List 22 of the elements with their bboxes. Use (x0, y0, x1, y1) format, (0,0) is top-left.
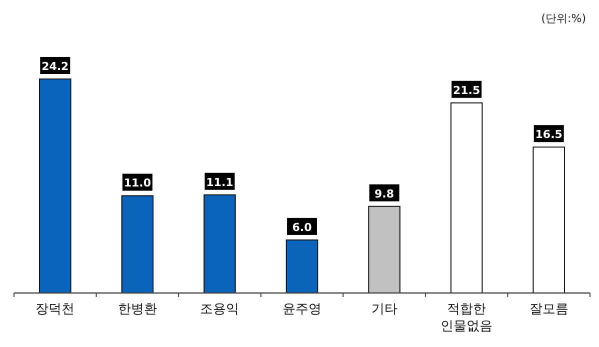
x-tick-label: 윤주영 (282, 302, 322, 317)
bar (450, 102, 483, 294)
x-tick-label: 장덕천 (36, 302, 75, 317)
data-label: 6.0 (292, 220, 312, 234)
data-label: 9.8 (374, 187, 394, 200)
bar (368, 206, 400, 294)
x-tick-label: 기타 (371, 302, 398, 317)
bar (204, 194, 236, 294)
bar (532, 146, 565, 294)
bar (39, 78, 72, 294)
x-tick-label: 조용익 (200, 302, 240, 317)
data-label: 11.1 (206, 176, 234, 189)
x-tick-label: 잘모름 (529, 302, 568, 317)
text: (단위:%) (541, 12, 586, 25)
x-tick-label: 한병환 (118, 302, 157, 317)
bar (121, 195, 154, 294)
data-label: 16.5 (535, 128, 562, 142)
data-label: 11.0 (124, 176, 152, 190)
bar (286, 239, 318, 294)
data-label: 21.5 (453, 84, 480, 97)
x-tick-label: 적합한 인물없음 (440, 302, 493, 334)
data-label: 24.2 (42, 60, 69, 73)
